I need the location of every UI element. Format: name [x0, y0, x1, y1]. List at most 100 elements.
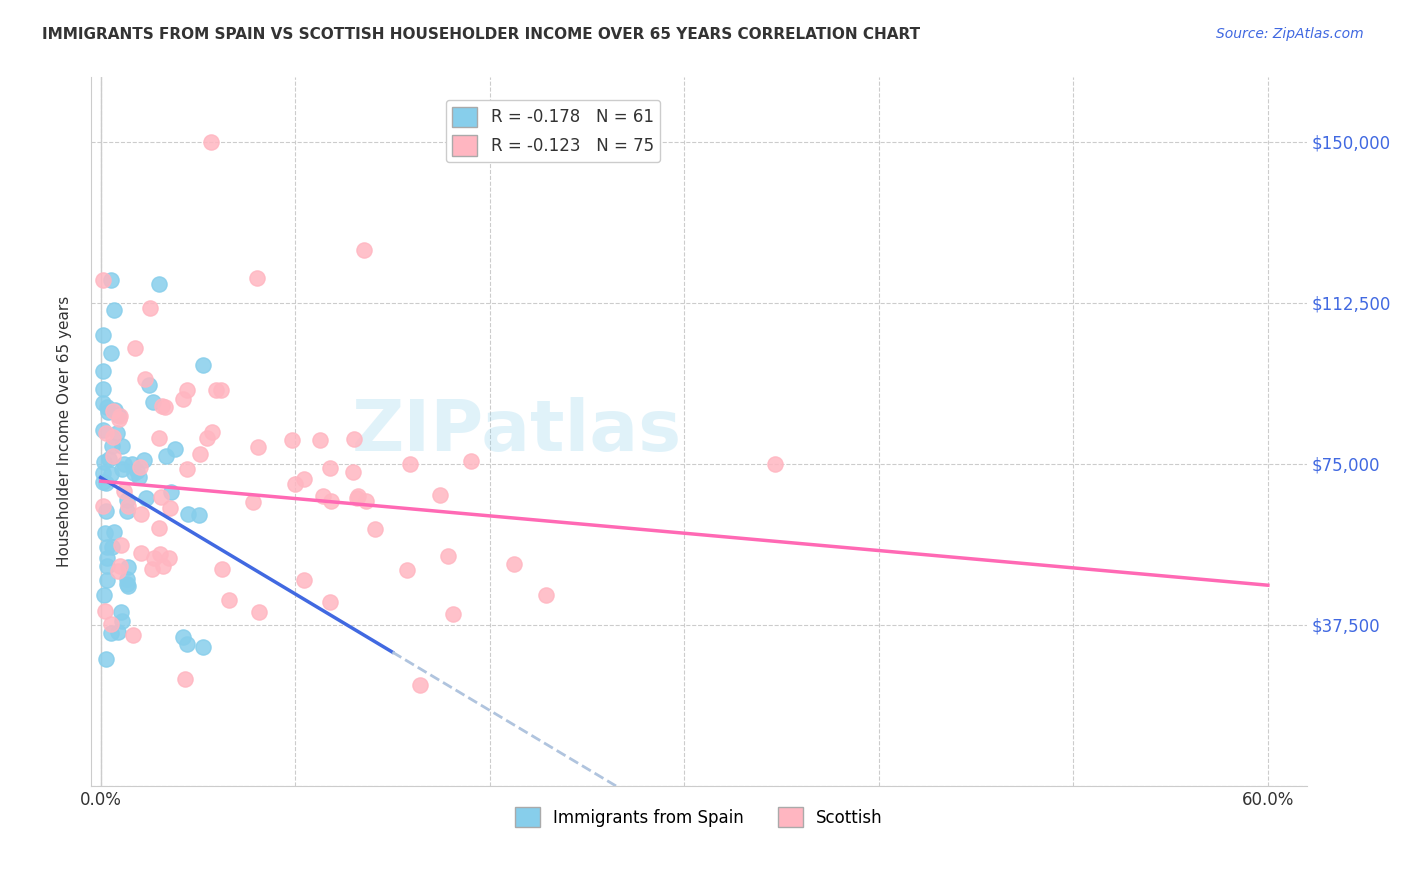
Point — [91, 327, 114, 342]
Point — [129, 508, 152, 522]
Point — [141, 562, 163, 576]
Point — [172, 392, 194, 406]
Point — [173, 672, 195, 686]
Point — [153, 400, 176, 414]
Point — [111, 439, 134, 453]
Point — [319, 595, 342, 609]
Point — [536, 588, 558, 602]
Point — [100, 346, 122, 360]
Point — [319, 461, 342, 475]
Point — [142, 395, 165, 409]
Point — [117, 504, 139, 518]
Point — [100, 467, 122, 482]
Point — [108, 409, 131, 423]
Point — [103, 303, 125, 318]
Point — [188, 508, 211, 523]
Point — [91, 423, 114, 437]
Point — [121, 628, 143, 642]
Point — [110, 538, 132, 552]
Text: ZIPatlas: ZIPatlas — [352, 397, 682, 467]
Point — [200, 135, 222, 149]
Point — [364, 522, 387, 536]
Point — [96, 401, 118, 415]
Point — [117, 499, 139, 513]
Point — [201, 425, 224, 439]
Point — [124, 341, 146, 355]
Point — [101, 439, 124, 453]
Point — [110, 605, 132, 619]
Point — [441, 607, 464, 621]
Point — [165, 442, 187, 456]
Point — [152, 559, 174, 574]
Point — [176, 383, 198, 397]
Point — [247, 605, 270, 619]
Point — [129, 546, 152, 560]
Point — [138, 377, 160, 392]
Point — [100, 540, 122, 554]
Point — [354, 493, 377, 508]
Point — [176, 461, 198, 475]
Point — [107, 412, 129, 426]
Point — [292, 472, 315, 486]
Y-axis label: Householder Income Over 65 years: Householder Income Over 65 years — [58, 296, 72, 567]
Point — [209, 383, 232, 397]
Point — [157, 551, 180, 566]
Point — [177, 507, 200, 521]
Point — [246, 271, 269, 285]
Point — [91, 466, 114, 480]
Point — [284, 477, 307, 491]
Point — [101, 450, 124, 464]
Point — [107, 408, 129, 422]
Point — [134, 372, 156, 386]
Point — [101, 430, 124, 444]
Point — [502, 557, 524, 571]
Point — [191, 640, 214, 655]
Point — [437, 549, 460, 564]
Point — [96, 541, 118, 555]
Point — [111, 461, 134, 475]
Text: IMMIGRANTS FROM SPAIN VS SCOTTISH HOUSEHOLDER INCOME OVER 65 YEARS CORRELATION C: IMMIGRANTS FROM SPAIN VS SCOTTISH HOUSEH… — [42, 27, 921, 42]
Point — [195, 431, 218, 445]
Point — [94, 525, 117, 540]
Point — [121, 457, 143, 471]
Point — [409, 678, 432, 692]
Point — [346, 491, 368, 505]
Point — [148, 431, 170, 445]
Point — [353, 243, 375, 257]
Point — [117, 493, 139, 508]
Point — [139, 301, 162, 315]
Point — [763, 457, 786, 471]
Point — [247, 440, 270, 454]
Point — [107, 564, 129, 578]
Point — [115, 572, 138, 586]
Point — [111, 614, 134, 628]
Point — [176, 637, 198, 651]
Point — [94, 426, 117, 441]
Point — [148, 521, 170, 535]
Point — [218, 592, 240, 607]
Point — [93, 588, 115, 602]
Point — [204, 383, 226, 397]
Point — [117, 579, 139, 593]
Point — [429, 488, 451, 502]
Text: Source: ZipAtlas.com: Source: ZipAtlas.com — [1216, 27, 1364, 41]
Legend: Immigrants from Spain, Scottish: Immigrants from Spain, Scottish — [509, 800, 889, 834]
Point — [128, 460, 150, 475]
Point — [97, 405, 120, 419]
Point — [292, 573, 315, 587]
Point — [101, 404, 124, 418]
Point — [188, 447, 211, 461]
Point — [211, 561, 233, 575]
Point — [399, 458, 422, 472]
Point — [115, 577, 138, 591]
Point — [172, 630, 194, 644]
Point — [342, 465, 364, 479]
Point — [112, 483, 135, 498]
Point — [280, 433, 302, 447]
Point — [100, 626, 122, 640]
Point — [96, 550, 118, 565]
Point — [343, 433, 366, 447]
Point — [110, 558, 132, 573]
Point — [100, 617, 122, 632]
Point — [150, 400, 173, 414]
